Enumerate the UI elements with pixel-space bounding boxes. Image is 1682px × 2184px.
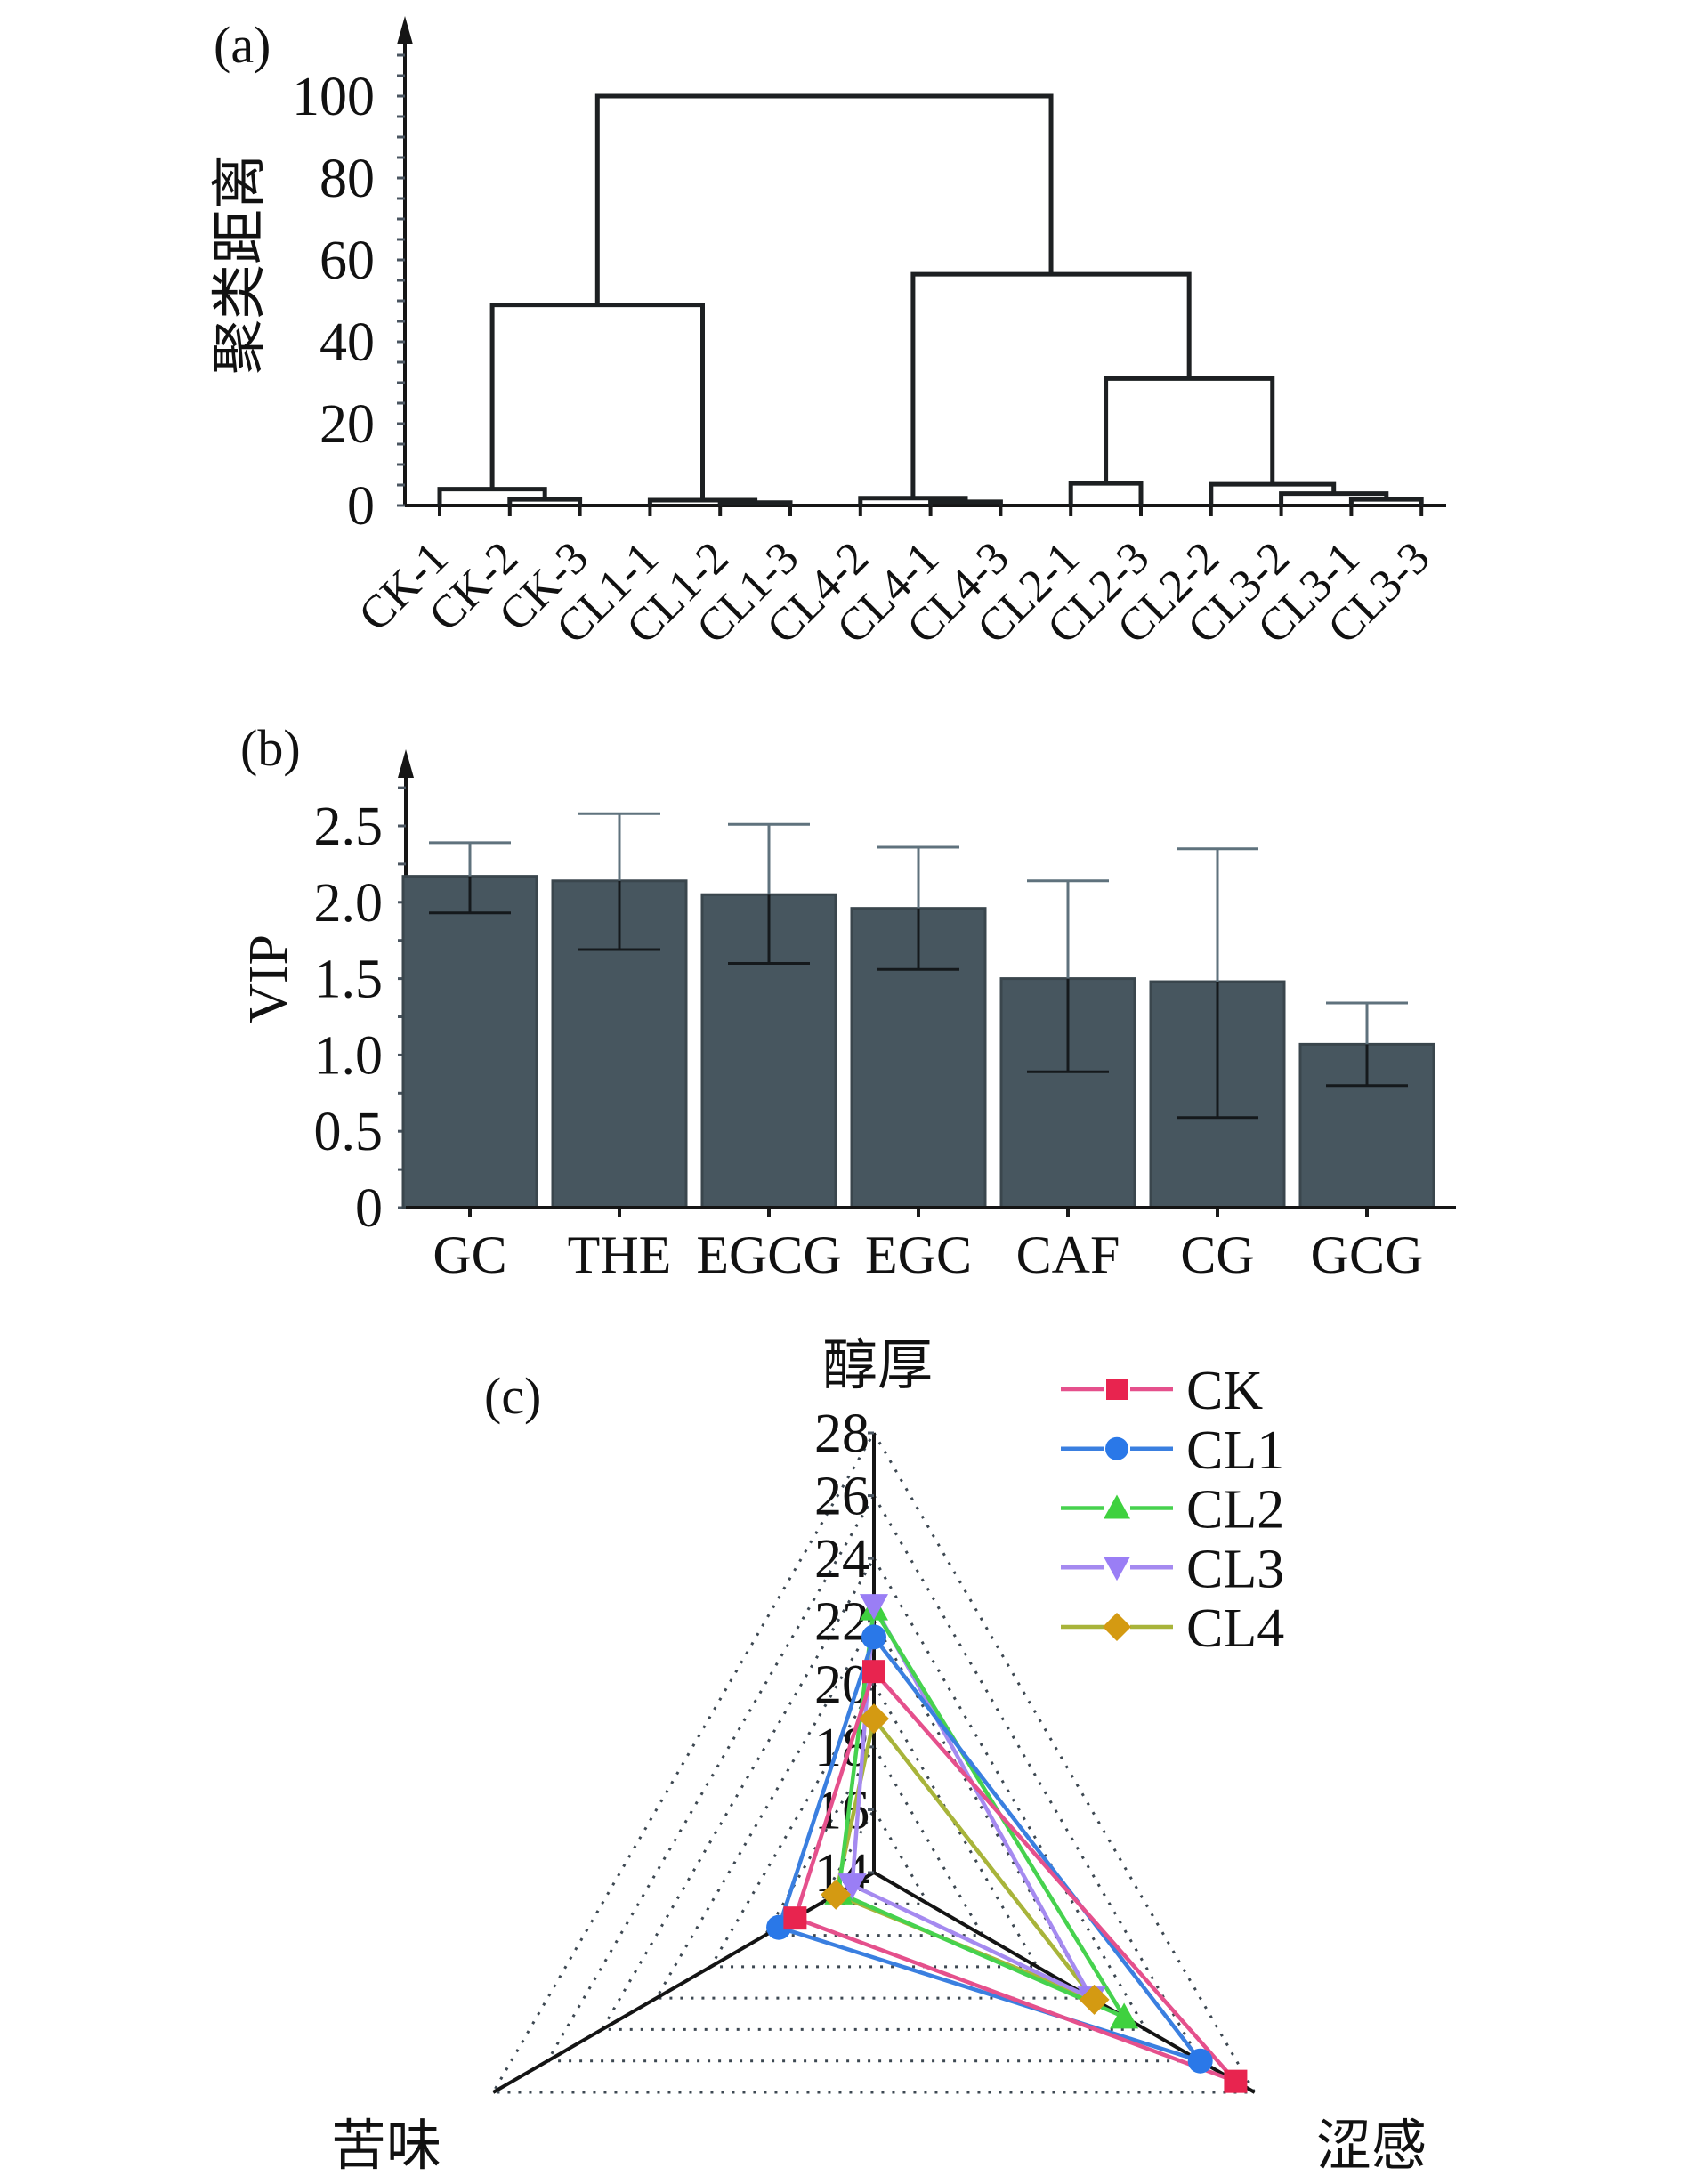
dendrogram-plot: 020406080100CK-1CK-2CK-3CL1-1CL1-2CL1-3C… <box>292 16 1446 653</box>
x-category-label: EGC <box>865 1225 972 1284</box>
y-tick-label: 60 <box>319 231 375 291</box>
series-marker-cl3 <box>837 1873 867 1900</box>
x-category-label: EGCG <box>696 1225 841 1284</box>
series-line-cl3 <box>850 1603 1094 2001</box>
radar-grid-ring <box>763 1743 985 1937</box>
legend-label: CK <box>1186 1361 1263 1421</box>
y-tick-label: 0 <box>355 1178 383 1239</box>
bar-plot: 0 0.5 1.0 1.5 2.0 2.5 GC THE EGCG EGC CAF CG GCG <box>314 749 1456 1284</box>
r-tick-label: 26 <box>814 1467 869 1527</box>
y-tick-label: 80 <box>319 149 375 209</box>
dendrogram-link <box>910 271 1192 498</box>
y-axis-title-vip: VIP <box>239 934 299 1023</box>
y-tick-label: 0.5 <box>314 1102 384 1162</box>
series-marker-cl1 <box>1187 2048 1213 2074</box>
r-tick-label: 22 <box>814 1592 869 1653</box>
y-tick-label: 100 <box>292 67 375 127</box>
legend-label: CL4 <box>1186 1598 1284 1659</box>
axis-title-mellowness: 醇厚 <box>822 1336 933 1396</box>
y-axis-arrow-icon <box>398 749 414 778</box>
y-axis-arrow-icon <box>397 16 413 44</box>
y-tick-label: 2.5 <box>314 797 384 857</box>
radar-axis-bitterness <box>492 1871 876 2094</box>
x-category-label: CAF <box>1016 1225 1120 1284</box>
series-line-ck <box>793 1669 1238 2083</box>
bar <box>401 875 538 1209</box>
r-tick-label: 24 <box>814 1529 869 1589</box>
panel-label-c: (c) <box>484 1367 541 1425</box>
dendrogram-link <box>594 93 1054 305</box>
y-tick-label: 2.0 <box>314 873 384 934</box>
y-tick-label: 0 <box>347 476 375 537</box>
y-tick-label: 20 <box>319 394 375 455</box>
legend-label: CL3 <box>1186 1539 1284 1599</box>
radar-grid-ring <box>653 1618 1095 2000</box>
legend-marker-triangle-down-icon <box>1104 1557 1130 1581</box>
series-marker-cl4 <box>859 1703 889 1735</box>
series-marker-cl2 <box>1110 2002 1139 2029</box>
legend-label: CL2 <box>1186 1480 1284 1541</box>
axis-title-astringency: 涩感 <box>1316 2116 1427 2177</box>
r-tick-label: 28 <box>814 1403 869 1464</box>
y-tick-label: 1.0 <box>314 1025 384 1086</box>
legend-label: CL1 <box>1186 1420 1284 1481</box>
series-line-cl1 <box>776 1635 1202 2063</box>
series-marker-cl3 <box>860 1594 888 1621</box>
y-tick-label: 1.5 <box>314 950 384 1010</box>
x-category-label: GC <box>433 1225 506 1284</box>
legend-marker-square-icon <box>1106 1379 1128 1400</box>
dendrogram-link <box>489 303 705 501</box>
series-marker-cl4 <box>1079 1984 1110 2015</box>
x-category-label: CG <box>1180 1225 1254 1284</box>
radar-grid-ring <box>817 1807 931 1905</box>
axis-title-bitterness: 苦味 <box>331 2116 441 2177</box>
y-axis-title-cluster-distance: 聚类距离 <box>210 154 271 375</box>
panel-label-a: (a) <box>214 16 271 74</box>
series-marker-ck <box>862 1660 885 1684</box>
legend-item-cl3: CL3 <box>1061 1539 1284 1599</box>
legend-item-cl2: CL2 <box>1061 1480 1284 1541</box>
series-marker-ck <box>783 1906 807 1930</box>
legend-item-cl4: CL4 <box>1061 1598 1284 1659</box>
legend-marker-circle-icon <box>1105 1436 1128 1460</box>
panel-a-dendrogram: (a) 聚类距离 020406080100CK-1CK-2CK-3CL1-1CL… <box>210 16 1446 653</box>
panel-b-vip-bar-chart: (b) VIP 0 0.5 1.0 1.5 2.0 2.5 GC THE EGCG EGC CAF C… <box>239 719 1456 1284</box>
series-marker-ck <box>1224 2069 1248 2093</box>
legend-marker-diamond-icon <box>1103 1613 1131 1641</box>
series-marker-cl1 <box>861 1624 886 1650</box>
x-category-label: GCG <box>1311 1225 1424 1284</box>
panel-label-b: (b) <box>240 719 301 777</box>
legend-marker-triangle-up-icon <box>1104 1494 1130 1519</box>
dendrogram-link <box>1068 481 1144 506</box>
y-tick-label: 40 <box>319 312 375 373</box>
legend-item-cl1: CL1 <box>1061 1420 1284 1481</box>
dendrogram-link <box>1104 376 1275 485</box>
legend-item-ck: CK <box>1061 1361 1263 1421</box>
series-marker-cl4 <box>821 1879 852 1910</box>
x-category-label: THE <box>568 1225 672 1284</box>
